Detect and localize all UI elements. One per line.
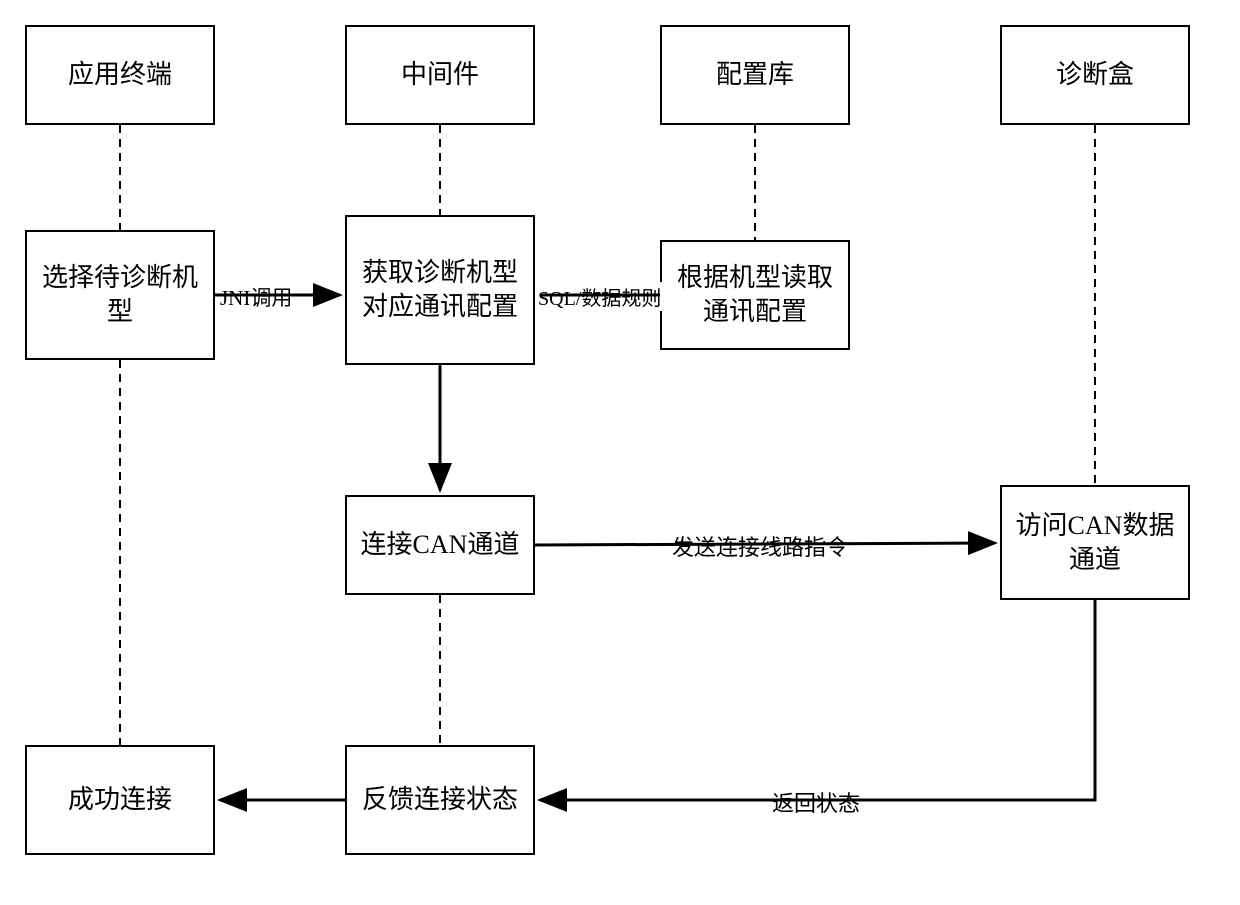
node-label: 应用终端 bbox=[68, 58, 172, 92]
node-get-config: 获取诊断机型对应通讯配置 bbox=[345, 215, 535, 365]
edge-label-return: 返回状态 bbox=[770, 786, 862, 818]
node-label: 获取诊断机型对应通讯配置 bbox=[351, 256, 529, 324]
node-select-model: 选择待诊断机型 bbox=[25, 230, 215, 360]
edge-label-sql: SQL/数据规则 bbox=[536, 282, 663, 311]
edge-label-jni: JNI调用 bbox=[218, 282, 294, 312]
node-access-can: 访问CAN数据通道 bbox=[1000, 485, 1190, 600]
node-label: 诊断盒 bbox=[1056, 58, 1134, 92]
node-connect-can: 连接CAN通道 bbox=[345, 495, 535, 595]
node-label: 选择待诊断机型 bbox=[31, 261, 209, 329]
node-label: 连接CAN通道 bbox=[361, 528, 520, 562]
node-label: 成功连接 bbox=[68, 783, 172, 817]
node-label: 根据机型读取通讯配置 bbox=[666, 261, 844, 329]
node-label: 反馈连接状态 bbox=[362, 783, 518, 817]
node-label: 中间件 bbox=[401, 58, 479, 92]
node-label: 配置库 bbox=[716, 58, 794, 92]
node-app-terminal: 应用终端 bbox=[25, 25, 215, 125]
node-success: 成功连接 bbox=[25, 745, 215, 855]
node-label: 访问CAN数据通道 bbox=[1006, 509, 1184, 577]
node-diag-box: 诊断盒 bbox=[1000, 25, 1190, 125]
node-feedback: 反馈连接状态 bbox=[345, 745, 535, 855]
node-config-lib: 配置库 bbox=[660, 25, 850, 125]
node-middleware: 中间件 bbox=[345, 25, 535, 125]
edge-label-send: 发送连接线路指令 bbox=[670, 530, 850, 562]
node-read-config: 根据机型读取通讯配置 bbox=[660, 240, 850, 350]
